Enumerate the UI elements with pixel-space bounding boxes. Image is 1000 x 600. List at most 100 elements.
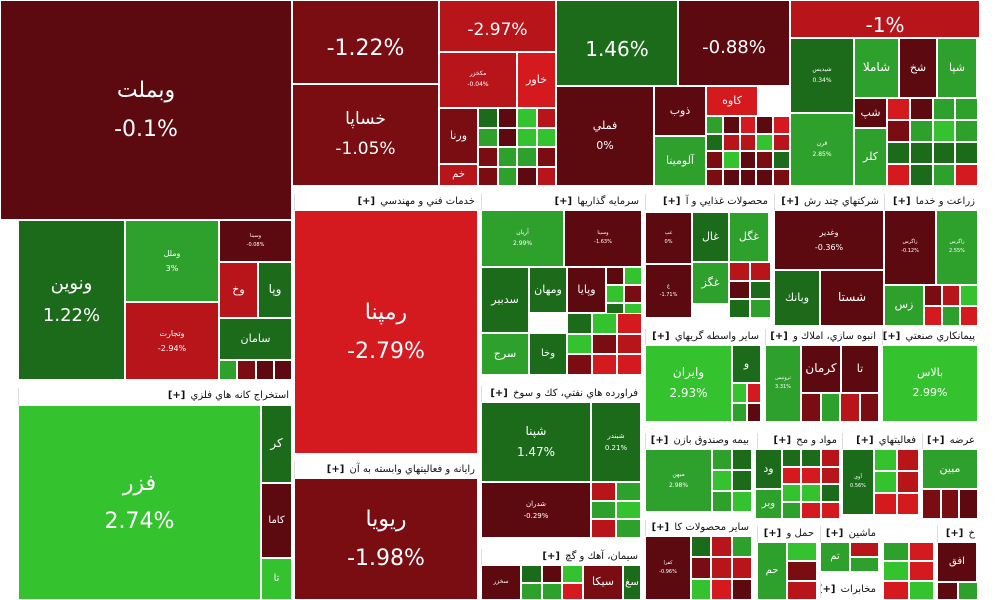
- tile-shakh[interactable]: شخ: [899, 38, 937, 98]
- small-stock-cell[interactable]: [840, 393, 860, 422]
- small-stock-cell[interactable]: [591, 519, 616, 538]
- small-stock-cell[interactable]: [478, 108, 498, 128]
- small-stock-cell[interactable]: [255, 360, 274, 380]
- sector-header[interactable]: ساير واسطه گريهاي [+]: [645, 329, 762, 345]
- tile-kelar[interactable]: كلر: [854, 128, 887, 186]
- small-stock-cell[interactable]: [896, 493, 919, 515]
- sector-header[interactable]: مخابرات [+]: [820, 582, 879, 598]
- small-stock-cell[interactable]: [820, 449, 840, 467]
- tile-tha[interactable]: تا: [841, 345, 879, 393]
- small-stock-cell[interactable]: [801, 501, 821, 519]
- small-stock-cell[interactable]: [497, 108, 517, 128]
- small-stock-cell[interactable]: [616, 482, 641, 501]
- sector-header[interactable]: عرضه [+]: [922, 433, 978, 449]
- tile-vairan[interactable]: وايران 2.93%: [645, 345, 732, 422]
- small-stock-cell[interactable]: [896, 449, 919, 471]
- tile-khavar[interactable]: خاور: [517, 52, 556, 108]
- small-stock-cell[interactable]: [874, 471, 897, 493]
- small-stock-cell[interactable]: [787, 580, 817, 600]
- tile-mahan[interactable]: ميهن 2.98%: [645, 449, 712, 512]
- small-stock-cell[interactable]: [712, 470, 732, 491]
- small-stock-cell[interactable]: [883, 561, 909, 581]
- small-stock-cell[interactable]: [756, 116, 774, 134]
- small-stock-cell[interactable]: [932, 164, 956, 186]
- tile-shpna[interactable]: شپنا 1.47%: [481, 402, 591, 482]
- tile-shamla[interactable]: شاملا: [854, 38, 899, 98]
- small-stock-cell[interactable]: [909, 120, 933, 142]
- tile-shap[interactable]: شپ: [854, 98, 887, 128]
- expand-sector-button[interactable]: [+]: [490, 388, 508, 399]
- small-stock-cell[interactable]: [722, 151, 740, 169]
- sector-header[interactable]: خ [+]: [937, 526, 978, 542]
- tile-kham[interactable]: خم: [439, 164, 478, 186]
- small-stock-cell[interactable]: [497, 166, 517, 186]
- small-stock-cell[interactable]: [517, 147, 537, 167]
- tile-top_c[interactable]: -1%: [790, 0, 980, 38]
- small-stock-cell[interactable]: [729, 280, 750, 300]
- tile-tvaris[interactable]: ثروتيس 3.31%: [765, 345, 801, 422]
- tile-shdaran[interactable]: شدران -0.29%: [481, 482, 591, 538]
- small-stock-cell[interactable]: [756, 168, 774, 186]
- tile-vda[interactable]: ود: [755, 449, 782, 489]
- expand-sector-button[interactable]: [+]: [770, 331, 788, 342]
- small-stock-cell[interactable]: [732, 449, 752, 470]
- tile-balas[interactable]: بالاس 2.99%: [882, 345, 978, 422]
- small-stock-cell[interactable]: [711, 536, 732, 558]
- sector-header[interactable]: مواد و مح [+]: [757, 433, 840, 449]
- tile-vesina[interactable]: وسينا -1.63%: [564, 210, 642, 267]
- small-stock-cell[interactable]: [711, 557, 732, 579]
- small-stock-cell[interactable]: [787, 542, 817, 562]
- small-stock-cell[interactable]: [908, 580, 934, 600]
- sector-header[interactable]: استخراج كانه هاي فلزي [+]: [18, 388, 292, 404]
- small-stock-cell[interactable]: [739, 151, 757, 169]
- expand-sector-button[interactable]: [+]: [773, 435, 792, 446]
- expand-sector-button[interactable]: [+]: [781, 196, 799, 207]
- small-stock-cell[interactable]: [801, 466, 821, 484]
- tile-qeran[interactable]: قرن 2.85%: [790, 113, 854, 186]
- small-stock-cell[interactable]: [887, 120, 910, 142]
- small-stock-cell[interactable]: [711, 578, 732, 600]
- small-stock-cell[interactable]: [478, 127, 498, 147]
- small-stock-cell[interactable]: [739, 116, 757, 134]
- small-stock-cell[interactable]: [909, 164, 933, 186]
- small-stock-cell[interactable]: [940, 489, 960, 519]
- small-stock-cell[interactable]: [624, 267, 642, 285]
- expand-sector-button[interactable]: [+]: [926, 435, 945, 446]
- tile-vbr[interactable]: وبر: [755, 489, 782, 519]
- tile-varena[interactable]: ورنا: [439, 108, 478, 164]
- small-stock-cell[interactable]: [960, 305, 978, 326]
- expand-sector-button[interactable]: [+]: [893, 196, 911, 207]
- expand-sector-button[interactable]: [+]: [167, 390, 186, 401]
- tile-vmahan[interactable]: ومهان: [529, 267, 567, 313]
- small-stock-cell[interactable]: [896, 471, 919, 493]
- tile-avi[interactable]: آوي 0.56%: [842, 449, 874, 515]
- sector-header[interactable]: بيمه وصندوق بازن [+]: [645, 433, 752, 449]
- tile-sgh[interactable]: سغ: [623, 565, 641, 600]
- small-stock-cell[interactable]: [722, 168, 740, 186]
- small-stock-cell[interactable]: [887, 98, 910, 120]
- small-stock-cell[interactable]: [801, 484, 821, 502]
- tile-vapaya[interactable]: وپايا: [567, 267, 606, 313]
- tile-vbank[interactable]: وبانك: [774, 270, 820, 326]
- small-stock-cell[interactable]: [567, 333, 592, 355]
- tile-vbmellat[interactable]: وبملت -0.1%: [0, 0, 292, 220]
- small-stock-cell[interactable]: [801, 449, 821, 467]
- tile-fazar[interactable]: فزر 2.74%: [18, 405, 261, 600]
- tile-top_b[interactable]: 1.46%: [556, 0, 678, 86]
- small-stock-cell[interactable]: [606, 267, 624, 285]
- tile-fameli[interactable]: فملي 0%: [556, 86, 654, 186]
- small-stock-cell[interactable]: [592, 333, 617, 355]
- sector-header[interactable]: سرمايه گذاريها [+]: [481, 194, 642, 210]
- tile-vsina[interactable]: وسينا -0.08%: [219, 220, 292, 262]
- small-stock-cell[interactable]: [820, 466, 840, 484]
- tile-rampana[interactable]: رمپنا -2.79%: [294, 210, 478, 454]
- tile-vamelal[interactable]: وملل 3%: [125, 220, 219, 302]
- small-stock-cell[interactable]: [773, 168, 790, 186]
- small-stock-cell[interactable]: [591, 500, 616, 520]
- small-stock-cell[interactable]: [478, 166, 498, 186]
- tile-sadbir[interactable]: سدبير: [481, 267, 529, 333]
- expand-sector-button[interactable]: [+]: [357, 196, 376, 207]
- small-stock-cell[interactable]: [746, 402, 761, 422]
- small-stock-cell[interactable]: [820, 393, 840, 422]
- tile-ghal[interactable]: غال: [692, 212, 729, 262]
